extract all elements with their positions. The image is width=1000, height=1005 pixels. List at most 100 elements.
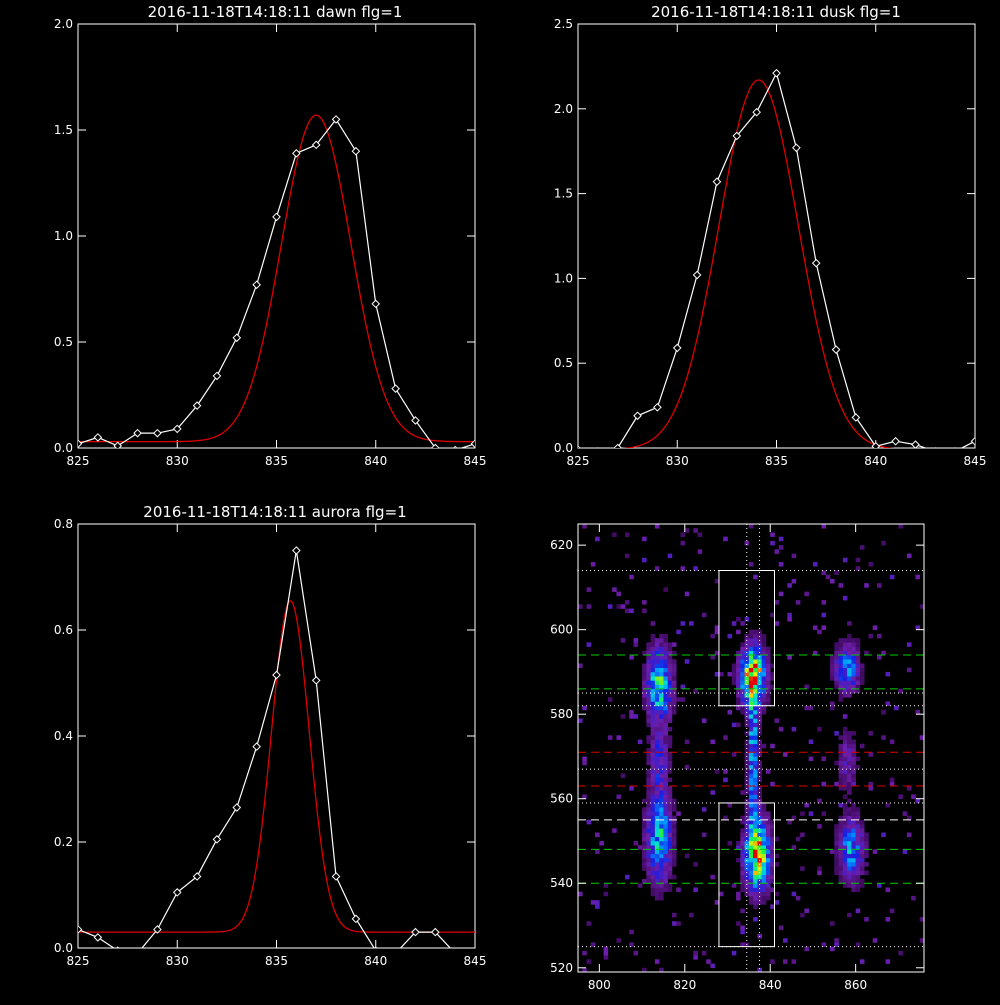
heatmap-cell [740,832,745,838]
heatmap-cell [842,862,848,867]
heatmap-cell [770,959,775,964]
heatmap-cell [834,832,839,838]
heatmap-cell [851,862,856,867]
heatmap-cell [659,874,664,880]
heatmap-cell [842,688,848,694]
heatmap-cell [723,777,728,783]
dawn-data-point [272,212,281,222]
heatmap-cell [701,807,707,812]
heatmap-cell [740,874,745,880]
heatmap-cell [851,663,856,668]
heatmap-cell [663,840,668,846]
heatmap-cell [654,731,660,736]
heatmap-cell [761,688,767,694]
heatmap-cell [693,950,698,956]
heatmap-cell [834,570,839,576]
heatmap-cell [654,773,660,778]
heatmap-cell [838,671,844,677]
heatmap-cell [757,849,762,854]
heatmap-cell [663,722,668,728]
heatmap-cell [740,705,745,711]
heatmap-cell [654,684,660,690]
heatmap-cell [765,866,771,871]
heatmap-cell [885,802,891,808]
heatmap-cell [761,693,767,698]
heatmap-cell [748,862,754,867]
heatmap-cell [654,726,660,732]
heatmap-cell [650,709,656,715]
heatmap-cell [753,671,758,677]
heatmap-cell [650,853,656,859]
heatmap-cell [659,671,664,677]
heatmap-cell [667,684,673,690]
heatmap-cell [650,769,656,774]
heatmap-cell [663,811,668,816]
heatmap-cell [663,845,668,850]
heatmap-cell [847,748,852,753]
heatmap-cell [731,621,737,626]
heatmap-cell [838,777,844,783]
heatmap-cell [753,887,758,892]
heatmap-cell [650,714,656,719]
heatmap-cell [731,676,737,681]
heatmap-cell [659,840,664,846]
heatmap-cell [859,836,865,842]
heatmap-cell [864,840,869,846]
heatmap-cell [676,887,681,892]
heatmap-cell [851,866,856,871]
heatmap-cell [761,705,767,711]
heatmap-cell [650,866,656,871]
heatmap-cell [842,638,848,643]
heatmap-cell [650,743,656,749]
heatmap-cell [620,773,626,778]
heatmap-cell [740,857,745,863]
dusk-data-point [831,345,841,354]
heatmap-cell [706,959,711,964]
heatmap-cell [633,840,639,846]
heatmap-cell [748,693,754,698]
heatmap-cell [817,726,822,732]
heatmap-cell [663,862,668,867]
heatmap-cell [642,832,647,838]
heatmap-cell [757,688,762,694]
heatmap-cell [847,824,852,829]
heatmap-cell [650,807,656,812]
heatmap-cell [697,549,703,554]
heatmap-cell [642,684,647,690]
heatmap-cell [667,832,673,838]
heatmap-cell [642,862,647,867]
heatmap-cell [646,697,651,702]
heatmap-cell [654,760,660,766]
heatmap-cell [663,832,668,838]
heatmap-cell [847,663,852,668]
heatmap-cell [765,646,771,652]
heatmap-cell [650,845,656,850]
heatmap-cells [578,524,924,972]
heatmap-cell [838,802,844,808]
heatmap-cell [748,739,754,745]
heatmap-cell [595,832,600,838]
heatmap-cell [689,621,694,626]
heatmap-cell [663,794,668,800]
heatmap-cell [847,760,852,766]
heatmap-cell [659,849,664,854]
heatmap-cell [667,743,673,749]
heatmap-cell [804,705,809,711]
heatmap-cell [740,663,745,668]
heatmap-cell [851,676,856,681]
heatmap-cell [748,807,754,812]
heatmap-cell [659,633,664,639]
heatmap-cell [659,845,664,850]
heatmap-cell [659,646,664,652]
heatmap-cell [748,883,754,888]
aurora-fit-curve [78,600,475,933]
heatmap-cell [582,760,587,766]
heatmap-cell [770,676,775,681]
heatmap-cell [859,680,865,685]
heatmap-cell [748,646,754,652]
aurora-ytick-label: 0.6 [54,623,73,637]
heatmap-cell [633,642,639,647]
heatmap-cell [842,756,848,761]
heatmap-cell [834,849,839,854]
